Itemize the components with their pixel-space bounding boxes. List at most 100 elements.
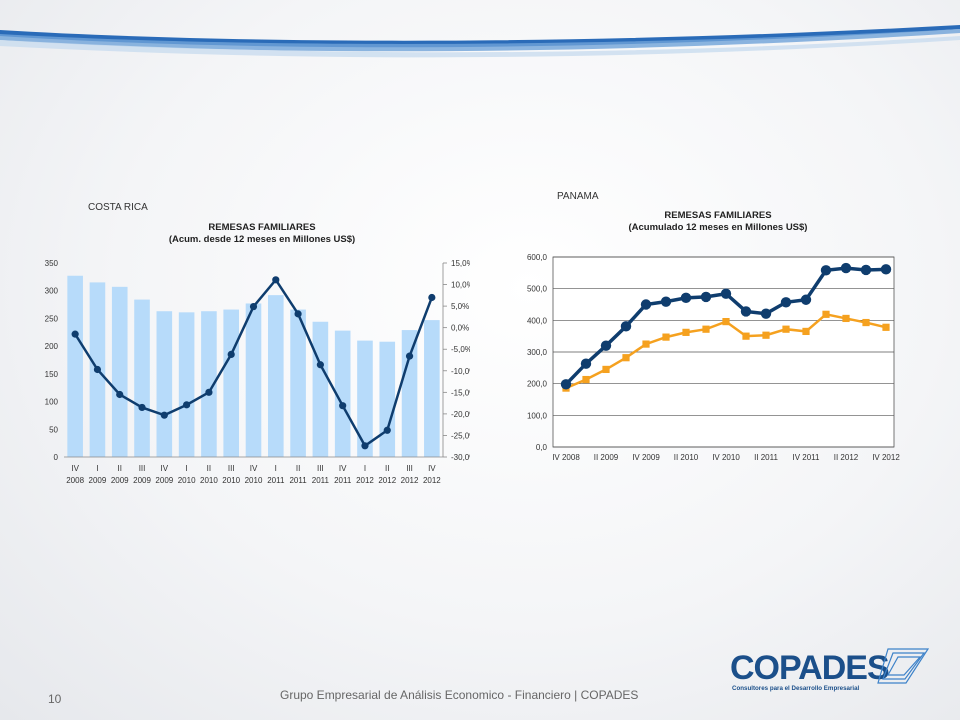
bar	[401, 330, 418, 457]
chart-title: REMESAS FAMILIARES	[664, 210, 771, 221]
y-right-tick-label: -10,0%	[451, 367, 470, 376]
series-orange-point	[882, 323, 890, 331]
growth-point	[205, 388, 213, 396]
y-left-tick-label: 50	[49, 425, 58, 434]
bar	[379, 341, 396, 457]
growth-point	[227, 350, 235, 358]
x-tick-label: IV 2010	[712, 453, 740, 462]
series-orange-point	[682, 328, 690, 336]
series-orange-point	[742, 332, 750, 340]
x-tick-year: 2009	[89, 476, 107, 485]
bar	[312, 321, 329, 457]
y-right-tick-label: 15,0%	[451, 259, 470, 268]
growth-point	[183, 401, 191, 409]
series-orange-point	[722, 318, 730, 326]
series-blue-point	[820, 265, 832, 276]
panama-label: PANAMA	[557, 191, 599, 202]
bar	[424, 320, 440, 457]
growth-point	[71, 330, 79, 338]
growth-point	[405, 352, 414, 360]
x-tick-year: 2010	[245, 476, 263, 485]
growth-point	[138, 403, 146, 412]
x-tick-label: II 2010	[674, 453, 699, 462]
growth-point	[428, 293, 436, 302]
panama-chart: REMESAS FAMILIARES(Acumulado 12 meses en…	[527, 210, 900, 462]
y-left-tick-label: 0	[54, 453, 59, 462]
x-tick-label: III	[228, 464, 235, 473]
series-blue-point	[640, 299, 652, 310]
series-orange-point	[582, 375, 590, 384]
y-right-tick-label: 0,0%	[451, 324, 469, 333]
chart-subtitle: (Acumulado 12 meses en Millones US$)	[629, 222, 808, 233]
y-tick-label: 0,0	[536, 443, 548, 452]
x-tick-year: 2011	[289, 476, 307, 485]
growth-point	[116, 390, 124, 399]
series-orange-point	[862, 318, 870, 327]
x-tick-label: III	[406, 464, 413, 473]
y-left-tick-label: 350	[45, 259, 59, 268]
y-tick-label: 500,0	[527, 285, 548, 294]
series-orange-point	[602, 365, 610, 374]
x-tick-year: 2010	[200, 476, 218, 485]
series-blue-point	[860, 264, 872, 276]
growth-point	[160, 411, 168, 419]
y-tick-label: 300,0	[527, 348, 548, 357]
bar	[290, 309, 306, 457]
page-number: 10	[48, 692, 62, 706]
series-blue-point	[680, 292, 692, 304]
growth-point	[339, 402, 347, 410]
y-right-tick-label: -20,0%	[451, 410, 470, 419]
x-tick-label: IV 2008	[552, 453, 580, 462]
bar	[267, 295, 284, 457]
series-blue-point	[840, 262, 852, 274]
bar	[178, 312, 195, 457]
series-orange-point	[702, 325, 710, 333]
x-tick-year: 2012	[423, 476, 441, 485]
y-right-tick-label: -25,0%	[451, 431, 470, 440]
x-tick-label: IV 2009	[632, 453, 660, 462]
bar	[201, 311, 217, 457]
header-swoosh	[0, 25, 960, 58]
bar	[111, 286, 128, 457]
x-tick-label: II	[207, 464, 211, 473]
series-orange-point	[642, 340, 650, 348]
costa-rica-label: COSTA RICA	[88, 202, 148, 213]
series-blue-point	[720, 288, 732, 299]
growth-point	[383, 426, 391, 434]
series-blue-point	[560, 379, 572, 390]
bar	[334, 330, 351, 457]
bar	[67, 275, 83, 457]
costa-rica-chart: REMESAS FAMILIARES(Acum. desde 12 meses …	[45, 222, 470, 485]
series-blue-point	[760, 308, 772, 319]
x-tick-year: 2011	[312, 476, 330, 485]
x-tick-year: 2010	[178, 476, 196, 485]
series-blue-point	[740, 306, 752, 317]
x-tick-label: III	[317, 464, 324, 473]
x-tick-label: IV	[71, 464, 79, 473]
growth-point	[93, 365, 102, 374]
growth-point	[361, 442, 369, 450]
x-tick-label: II	[118, 464, 122, 473]
bar	[245, 303, 262, 457]
x-tick-label: II 2011	[754, 453, 778, 462]
series-blue-point	[880, 264, 892, 275]
x-tick-label: I	[364, 464, 366, 473]
series-orange-point	[762, 331, 770, 339]
growth-point	[294, 310, 302, 318]
x-tick-label: III	[139, 464, 146, 473]
copades-logo: COPADES Consultores para el Desarrollo E…	[730, 648, 930, 692]
x-tick-year: 2009	[133, 476, 151, 485]
x-tick-year: 2011	[267, 476, 285, 485]
y-left-tick-label: 300	[45, 287, 59, 296]
y-tick-label: 400,0	[527, 316, 548, 325]
y-right-tick-label: 10,0%	[451, 281, 470, 290]
x-tick-label: IV 2012	[872, 453, 900, 462]
svg-text:COPADES: COPADES	[730, 649, 889, 687]
x-tick-label: II	[385, 464, 389, 473]
x-tick-label: II 2009	[594, 453, 619, 462]
svg-text:Consultores para el Desarrollo: Consultores para el Desarrollo Empresari…	[732, 685, 860, 692]
chart-subtitle: (Acum. desde 12 meses en Millones US$)	[169, 234, 355, 245]
y-right-tick-label: 5,0%	[451, 302, 469, 311]
y-right-tick-label: -15,0%	[451, 388, 470, 397]
bar	[156, 311, 173, 457]
